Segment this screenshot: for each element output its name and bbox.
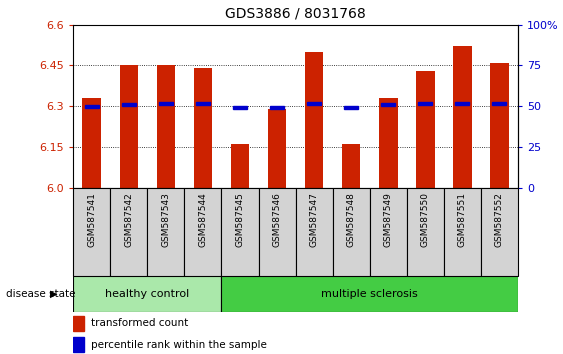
Bar — [379, 98, 397, 188]
Bar — [344, 106, 358, 109]
Bar — [73, 316, 84, 331]
Bar — [370, 188, 406, 276]
Bar — [73, 337, 84, 352]
Bar — [148, 188, 185, 276]
Bar — [481, 188, 518, 276]
Bar — [305, 52, 323, 188]
Bar — [73, 276, 221, 312]
Bar — [157, 65, 175, 188]
Text: healthy control: healthy control — [105, 289, 189, 299]
Bar — [82, 98, 101, 188]
Bar — [221, 276, 518, 312]
Bar — [333, 188, 370, 276]
Bar — [416, 71, 435, 188]
Bar — [342, 144, 360, 188]
Text: GSM587552: GSM587552 — [495, 192, 504, 247]
Bar — [196, 102, 210, 105]
Text: GSM587541: GSM587541 — [87, 192, 96, 247]
Bar — [231, 144, 249, 188]
Text: GSM587545: GSM587545 — [235, 192, 244, 247]
Bar — [381, 103, 395, 107]
Bar — [73, 188, 110, 276]
Bar — [307, 102, 321, 105]
Bar — [122, 103, 136, 107]
Bar — [296, 188, 333, 276]
Text: GSM587550: GSM587550 — [421, 192, 430, 247]
Bar — [110, 188, 148, 276]
Bar — [194, 68, 212, 188]
Bar — [406, 188, 444, 276]
Text: GSM587549: GSM587549 — [384, 192, 393, 247]
Text: GSM587543: GSM587543 — [162, 192, 171, 247]
Text: GSM587544: GSM587544 — [198, 192, 207, 247]
Bar — [490, 63, 509, 188]
Text: ▶: ▶ — [50, 289, 57, 299]
Title: GDS3886 / 8031768: GDS3886 / 8031768 — [225, 7, 366, 21]
Bar — [85, 104, 99, 108]
Bar — [233, 106, 247, 109]
Bar — [221, 188, 258, 276]
Text: GSM587542: GSM587542 — [124, 192, 133, 247]
Text: GSM587547: GSM587547 — [310, 192, 319, 247]
Bar — [268, 109, 287, 188]
Bar — [493, 102, 506, 105]
Bar — [418, 102, 432, 105]
Bar — [270, 106, 284, 109]
Bar — [455, 102, 470, 105]
Text: percentile rank within the sample: percentile rank within the sample — [91, 339, 267, 350]
Text: GSM587551: GSM587551 — [458, 192, 467, 247]
Text: GSM587546: GSM587546 — [272, 192, 282, 247]
Text: disease state: disease state — [6, 289, 75, 299]
Text: multiple sclerosis: multiple sclerosis — [321, 289, 418, 299]
Bar — [119, 65, 138, 188]
Bar — [185, 188, 221, 276]
Text: GSM587548: GSM587548 — [347, 192, 356, 247]
Text: transformed count: transformed count — [91, 318, 188, 329]
Bar — [159, 102, 173, 105]
Bar — [258, 188, 296, 276]
Bar — [453, 46, 472, 188]
Bar — [444, 188, 481, 276]
